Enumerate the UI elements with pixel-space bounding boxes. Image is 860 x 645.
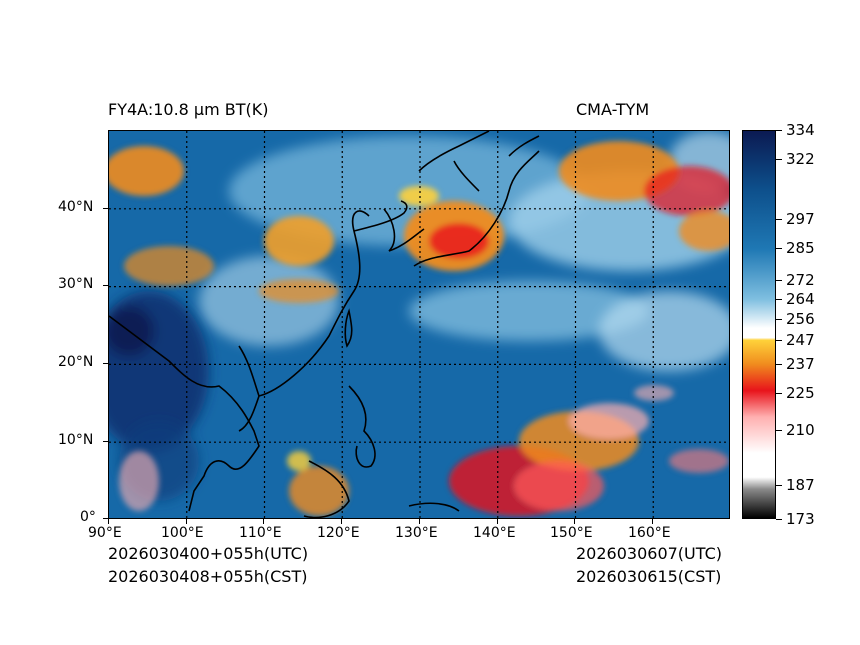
colorbar-tick-label: 237 <box>786 355 815 374</box>
colorbar-tick-mark <box>776 248 782 250</box>
colorbar-tick-label: 187 <box>786 476 815 495</box>
valid-time-utc: 2026030607(UTC) <box>576 544 722 563</box>
colorbar-tick-label: 225 <box>786 384 815 403</box>
lon-tick <box>652 519 653 524</box>
init-time-utc: 2026030400+055h(UTC) <box>108 544 309 563</box>
gridlines <box>109 131 729 518</box>
colorbar-tick-label: 297 <box>786 210 815 229</box>
lon-label: 160°E <box>628 525 671 541</box>
colorbar-tick-mark <box>776 393 782 395</box>
lat-label: 30°N <box>58 276 94 292</box>
lon-label: 140°E <box>473 525 516 541</box>
lon-tick <box>263 519 264 524</box>
colorbar-tick-mark <box>776 279 782 281</box>
lon-label: 130°E <box>395 525 438 541</box>
lat-tick <box>103 363 108 364</box>
colorbar-tick-label: 173 <box>786 510 815 528</box>
satellite-map <box>108 130 730 519</box>
colorbar-tick-label: 285 <box>786 239 815 258</box>
colorbar-tick-mark <box>776 485 782 487</box>
lat-tick <box>103 441 108 442</box>
cold-cloud-tops <box>109 141 729 516</box>
lat-label: 10°N <box>58 432 94 448</box>
colorbar-tick-label: 322 <box>786 150 815 168</box>
brightness-temperature-image <box>109 131 729 518</box>
init-time-cst: 2026030408+055h(CST) <box>108 567 308 586</box>
lat-tick <box>103 285 108 286</box>
colorbar-tick-mark <box>776 299 782 301</box>
lat-label: 20°N <box>58 354 94 370</box>
colorbar-tick-mark <box>776 519 782 520</box>
lat-label: 0° <box>80 509 96 525</box>
colorbar-tick-mark <box>776 219 782 221</box>
lon-tick <box>497 519 498 524</box>
colorbar-tick-mark <box>776 364 782 366</box>
colorbar-tick-mark <box>776 340 782 342</box>
colorbar-tick-label: 334 <box>786 121 815 139</box>
agency-label: CMA-TYM <box>576 100 650 119</box>
colorbar-tick-mark <box>776 429 782 431</box>
lon-tick <box>419 519 420 524</box>
lon-label: 150°E <box>550 525 593 541</box>
lat-label: 40°N <box>58 199 94 215</box>
lat-tick <box>103 518 108 519</box>
colorbar-tick-label: 210 <box>786 420 815 439</box>
lon-tick <box>108 519 109 524</box>
colorbar-tick-label: 264 <box>786 290 815 309</box>
lon-label: 100°E <box>161 525 204 541</box>
lon-tick <box>341 519 342 524</box>
lon-label: 90°E <box>88 525 122 541</box>
colorbar-tick-label: 247 <box>786 331 815 350</box>
lon-label: 120°E <box>317 525 360 541</box>
colorbar <box>742 130 776 519</box>
coastlines <box>109 131 540 518</box>
colorbar-tick-mark <box>776 130 782 131</box>
lon-tick <box>574 519 575 524</box>
colorbar-tick-label: 272 <box>786 270 815 289</box>
lon-label: 110°E <box>239 525 282 541</box>
colorbar-tick-mark <box>776 318 782 320</box>
lon-tick <box>186 519 187 524</box>
product-title: FY4A:10.8 µm BT(K) <box>108 100 269 119</box>
valid-time-cst: 2026030615(CST) <box>576 567 722 586</box>
colorbar-tick-label: 256 <box>786 309 815 328</box>
lat-tick <box>103 208 108 209</box>
colorbar-tick-mark <box>776 159 782 160</box>
